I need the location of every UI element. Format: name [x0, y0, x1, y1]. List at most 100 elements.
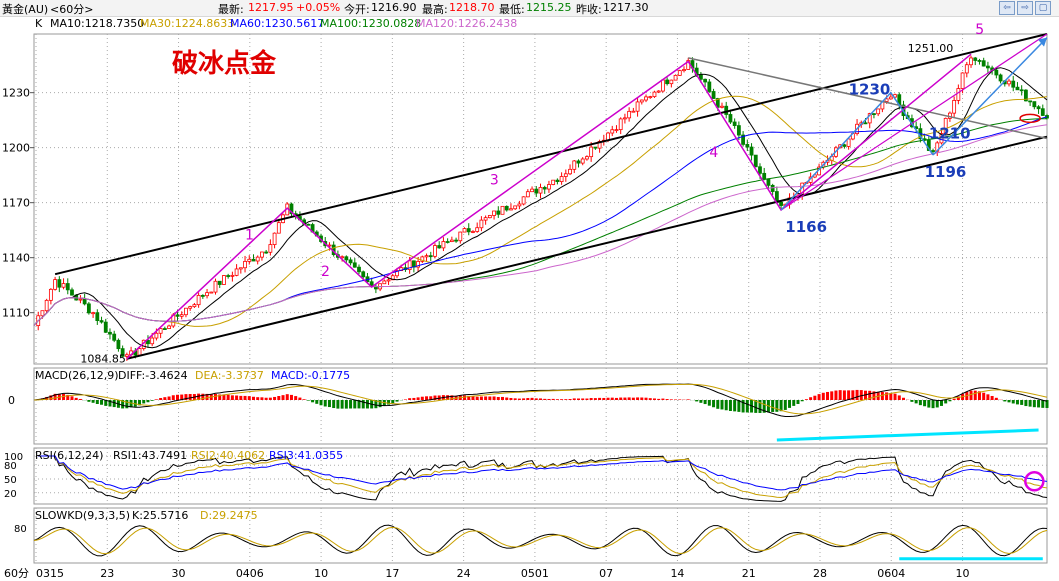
- candle-body: [960, 72, 965, 89]
- prevclose-label: 昨收:: [576, 3, 602, 16]
- candle-body: [234, 268, 239, 276]
- candle-body: [175, 314, 180, 317]
- candle-body: [428, 255, 433, 258]
- candle-body: [627, 110, 632, 119]
- wave-label: 5: [975, 22, 984, 38]
- candle-body: [724, 105, 729, 115]
- candle-body: [534, 188, 539, 194]
- macd-legend-name: MACD(26,12,9): [35, 369, 119, 382]
- candle-body: [639, 99, 644, 103]
- ma60-line: [33, 116, 1048, 326]
- candle-body: [1019, 89, 1024, 92]
- candle-body: [196, 295, 201, 306]
- candle-body: [842, 144, 847, 147]
- candle-body: [382, 280, 387, 285]
- candle-body: [137, 348, 142, 356]
- time-tick-label: 17: [385, 567, 399, 580]
- candle-body: [758, 166, 762, 174]
- candle-body: [475, 227, 480, 232]
- time-tick-label: 23: [100, 567, 114, 580]
- candle-body: [471, 231, 475, 233]
- candle-body: [1023, 89, 1028, 102]
- candle-body: [563, 173, 568, 177]
- change-value: +0.05%: [296, 1, 341, 14]
- scroll-left-icon[interactable]: ⇦: [999, 1, 1015, 15]
- candle-body: [230, 274, 235, 277]
- candle-body: [179, 314, 184, 317]
- time-tick-label: 0406: [236, 567, 264, 580]
- candle-body: [998, 74, 1003, 82]
- candle-body: [420, 256, 425, 262]
- candle-body: [703, 78, 708, 83]
- candle-body: [749, 146, 754, 156]
- candle-body: [124, 354, 129, 357]
- candle-body: [504, 205, 509, 211]
- channel-lower-line: [126, 135, 1048, 360]
- candle-body: [247, 258, 252, 262]
- candle-body: [458, 231, 463, 242]
- candle-body: [762, 172, 767, 180]
- candle-body: [585, 156, 589, 160]
- rsi-tick-label: 50: [4, 475, 17, 486]
- price-tick-label: 1170: [2, 197, 30, 210]
- level-label: 1230: [849, 81, 891, 99]
- candle-body: [162, 328, 167, 330]
- blue-projection-arrow: [932, 37, 1048, 156]
- low-label: 最低:: [499, 3, 525, 16]
- candle-body: [44, 299, 49, 312]
- candle-body: [454, 239, 458, 242]
- ma10-line: [33, 67, 1048, 349]
- candle-body: [977, 60, 982, 62]
- candle-body: [395, 270, 399, 277]
- candle-body: [103, 321, 108, 333]
- candle-body: [931, 150, 935, 152]
- candle-body: [1007, 80, 1011, 85]
- candle-body: [572, 160, 577, 170]
- candle-body: [952, 100, 957, 114]
- candle-body: [192, 304, 197, 308]
- candle-body: [736, 125, 741, 136]
- candle-body: [445, 241, 450, 243]
- ma120-line: [33, 124, 1048, 326]
- candle-body: [711, 91, 716, 99]
- candle-body: [217, 280, 222, 285]
- candle-body: [707, 81, 712, 92]
- candle-body: [344, 256, 349, 261]
- candle-body: [167, 325, 171, 329]
- candle-body: [78, 298, 83, 301]
- kd-k-value: K:25.5716: [132, 509, 188, 522]
- candle-body: [352, 262, 357, 268]
- macd-diff-line: [33, 383, 1048, 417]
- time-tick-label: 24: [457, 567, 471, 580]
- candle-body: [698, 74, 703, 80]
- candle-body: [150, 337, 155, 345]
- macd-dea: DEA:-3.3737: [195, 369, 264, 382]
- k-legend: K: [35, 17, 43, 30]
- candle-body: [732, 121, 737, 127]
- maximize-icon[interactable]: ▢: [1035, 1, 1051, 15]
- kd-k-line: [33, 524, 1048, 557]
- candle-body: [867, 113, 872, 124]
- level-label: 1166: [785, 218, 827, 236]
- candle-body: [555, 179, 560, 183]
- grid-lines: [34, 34, 1047, 563]
- price-tick-label: 1140: [2, 252, 30, 265]
- candle-body: [1032, 101, 1037, 108]
- kd-legend-name: SLOWKD(9,3,3,5): [35, 509, 130, 522]
- candle-body: [547, 184, 551, 190]
- candle-body: [644, 96, 648, 101]
- candle-body: [530, 188, 534, 193]
- rsi1-value: RSI1:43.7491: [113, 449, 187, 462]
- kd-d-line: [33, 526, 1048, 555]
- price-tick-label: 1230: [2, 87, 30, 100]
- candle-body: [1036, 106, 1041, 110]
- candle-body: [479, 219, 484, 229]
- candle-body: [120, 348, 125, 357]
- channel-upper-line: [54, 33, 1048, 276]
- candle-body: [513, 205, 518, 210]
- candle-body: [656, 90, 661, 93]
- candle-body: [112, 333, 117, 341]
- wave-label: 4: [709, 145, 718, 161]
- scroll-right-icon[interactable]: ⇨: [1017, 1, 1033, 15]
